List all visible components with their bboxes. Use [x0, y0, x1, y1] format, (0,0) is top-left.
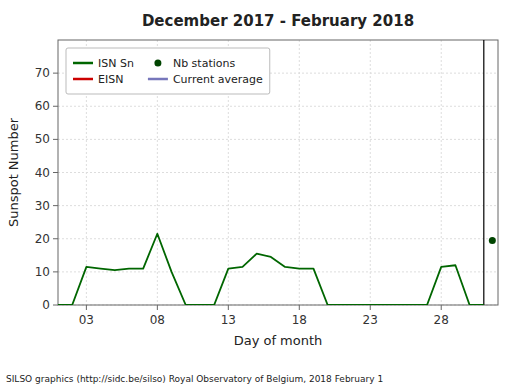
- legend-label: EISN: [98, 73, 123, 86]
- x-tick-label: 08: [150, 313, 165, 327]
- y-tick-label: 50: [35, 132, 50, 146]
- legend-label: Current average: [173, 73, 263, 86]
- y-tick-label: 10: [35, 265, 50, 279]
- y-tick-label: 70: [35, 66, 50, 80]
- y-tick-label: 20: [35, 232, 50, 246]
- x-tick-label: 23: [363, 313, 378, 327]
- grid: [58, 40, 498, 305]
- y-tick-label: 40: [35, 166, 50, 180]
- title: December 2017 - February 2018: [142, 12, 414, 30]
- point: [489, 237, 496, 244]
- x-tick-label: 13: [221, 313, 236, 327]
- x-tick: [299, 305, 300, 310]
- x-tick-label: 03: [79, 313, 94, 327]
- plot-area: [58, 40, 498, 305]
- x-axis-label: Day of month: [234, 333, 323, 348]
- plot-frame: [58, 40, 498, 305]
- y-tick: [53, 106, 58, 107]
- axes: 03 08 13 18 23 28 0 10 20 30 40 50 60 70: [35, 66, 449, 327]
- grid-line: [441, 40, 442, 305]
- y-tick: [53, 172, 58, 173]
- grid-line: [58, 238, 498, 239]
- y-tick: [53, 205, 58, 206]
- y-tick: [53, 271, 58, 272]
- grid-line: [58, 271, 498, 272]
- y-tick: [53, 238, 58, 239]
- grid-line: [58, 106, 498, 107]
- y-axis-label: Sunspot Number: [6, 117, 21, 227]
- chart: 03 08 13 18 23 28 0 10 20 30 40 50 60 70 December 2017…: [0, 0, 515, 390]
- legend-symbol: [73, 78, 93, 81]
- footer-note: SILSO graphics (http://sidc.be/silso) Ro…: [6, 374, 383, 384]
- x-tick-label: 28: [434, 313, 449, 327]
- grid-line: [58, 172, 498, 173]
- legend-box: [66, 48, 270, 94]
- x-tick: [86, 305, 87, 310]
- y-tick: [53, 73, 58, 74]
- legend-item: EISN: [73, 73, 123, 86]
- legend-label: ISN Sn: [98, 57, 134, 70]
- legend-item: ISN Sn: [73, 57, 134, 70]
- legend-symbol: [154, 60, 161, 67]
- data-layer: [58, 40, 496, 305]
- legend-symbol: [73, 62, 93, 65]
- y-tick: [53, 305, 58, 306]
- x-tick: [370, 305, 371, 310]
- marker-line: [483, 40, 484, 305]
- x-tick-label: 18: [292, 313, 307, 327]
- x-tick: [441, 305, 442, 310]
- x-tick: [228, 305, 229, 310]
- y-tick-label: 30: [35, 199, 50, 213]
- legend-label: Nb stations: [173, 57, 236, 70]
- y-tick-label: 60: [35, 99, 50, 113]
- x-tick: [157, 305, 158, 310]
- y-tick-label: 0: [42, 298, 50, 312]
- legend-item: Current average: [148, 73, 263, 86]
- series-line: [58, 234, 484, 305]
- y-tick: [53, 139, 58, 140]
- grid-line: [58, 205, 498, 206]
- legend-item: Nb stations: [154, 57, 235, 70]
- grid-line: [58, 139, 498, 140]
- legend-symbol: [148, 78, 168, 81]
- legend: ISN Sn EISN Nb stations Current average: [66, 48, 270, 94]
